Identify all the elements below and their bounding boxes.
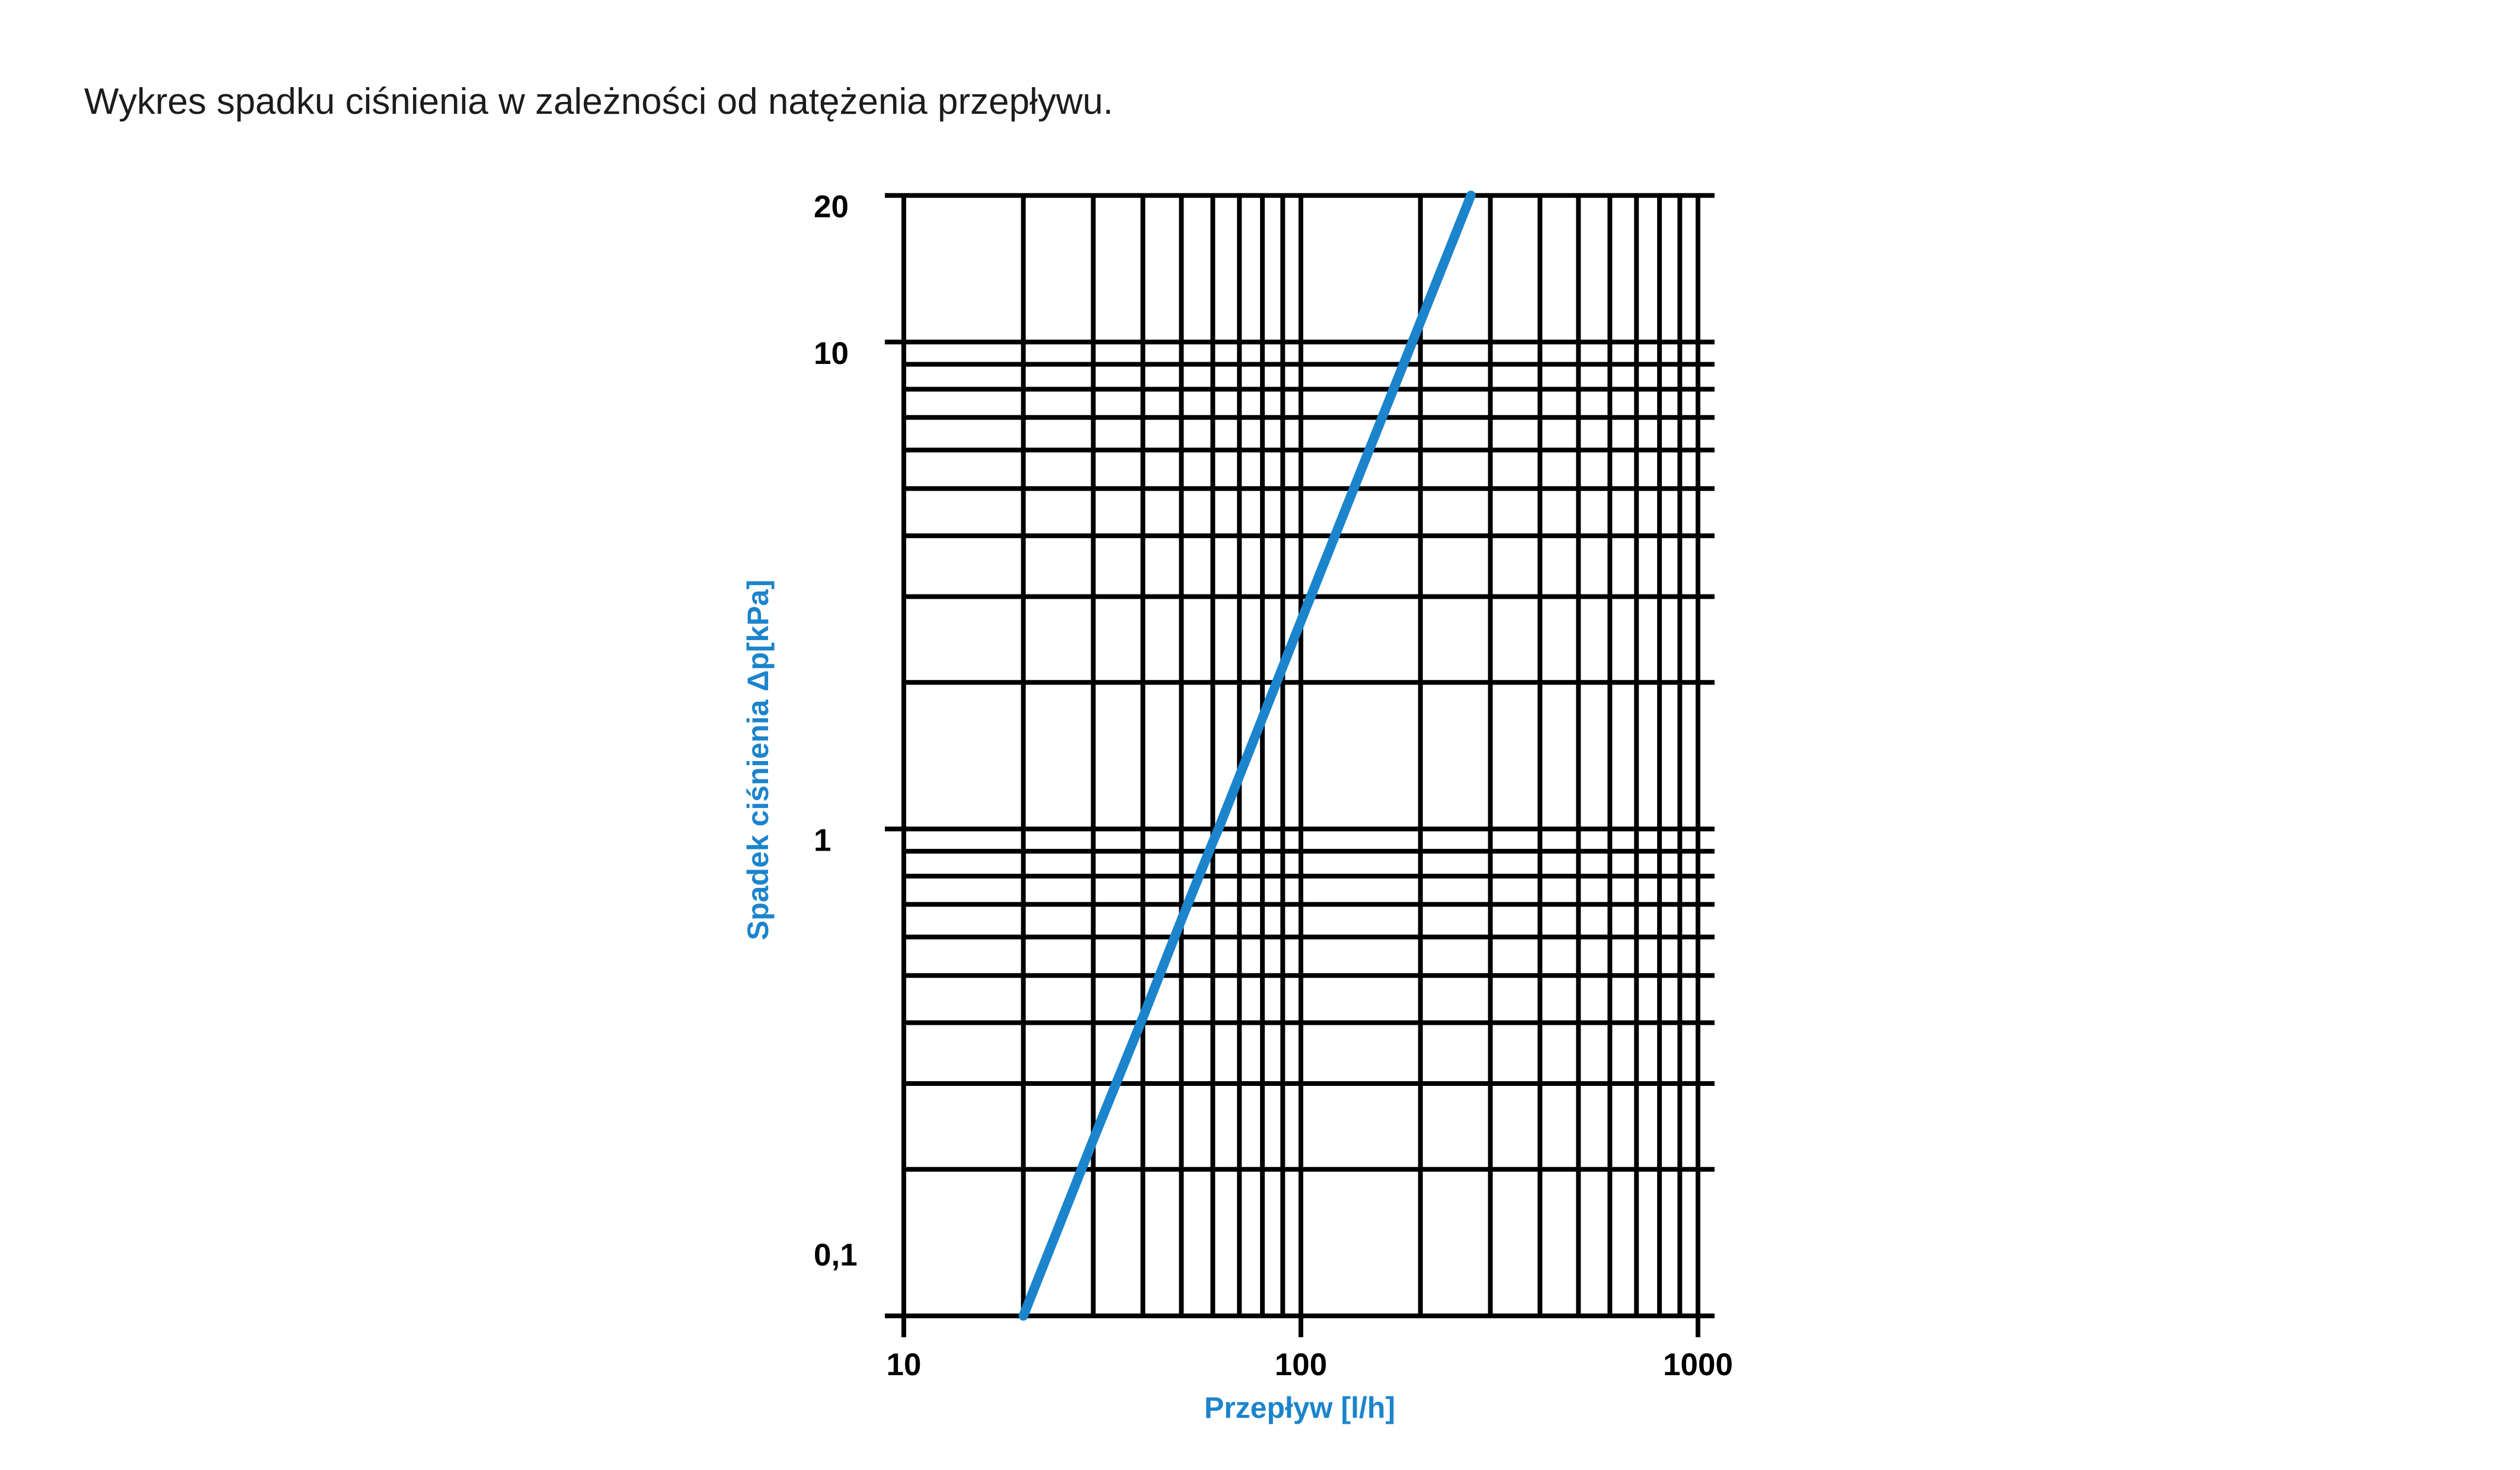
y-tick-label: 20: [814, 190, 849, 225]
series-layer: [1018, 190, 1476, 1321]
x-tick-label: 10: [887, 1347, 922, 1382]
x-tick-label: 100: [1275, 1347, 1327, 1382]
chart-title: Wykres spadku ciśnienia w zależności od …: [84, 81, 1114, 122]
x-axis-title: Przepływ [l/h]: [1204, 1391, 1395, 1424]
y-axis-title: Spadek ciśnienia Δp[kPa]: [741, 580, 775, 940]
tick-layer: [885, 193, 1700, 1337]
grid-layer: [901, 193, 1715, 1318]
x-tick-label: 1000: [1663, 1347, 1733, 1382]
tick-label-layer: 10 100 1000 20 10 1 0,1: [814, 190, 1733, 1382]
y-tick-label: 10: [814, 336, 849, 371]
y-tick-label: 0,1: [814, 1238, 858, 1273]
series-line-spadek-cisnienia: [1018, 190, 1476, 1321]
y-tick-label: 1: [814, 823, 831, 858]
